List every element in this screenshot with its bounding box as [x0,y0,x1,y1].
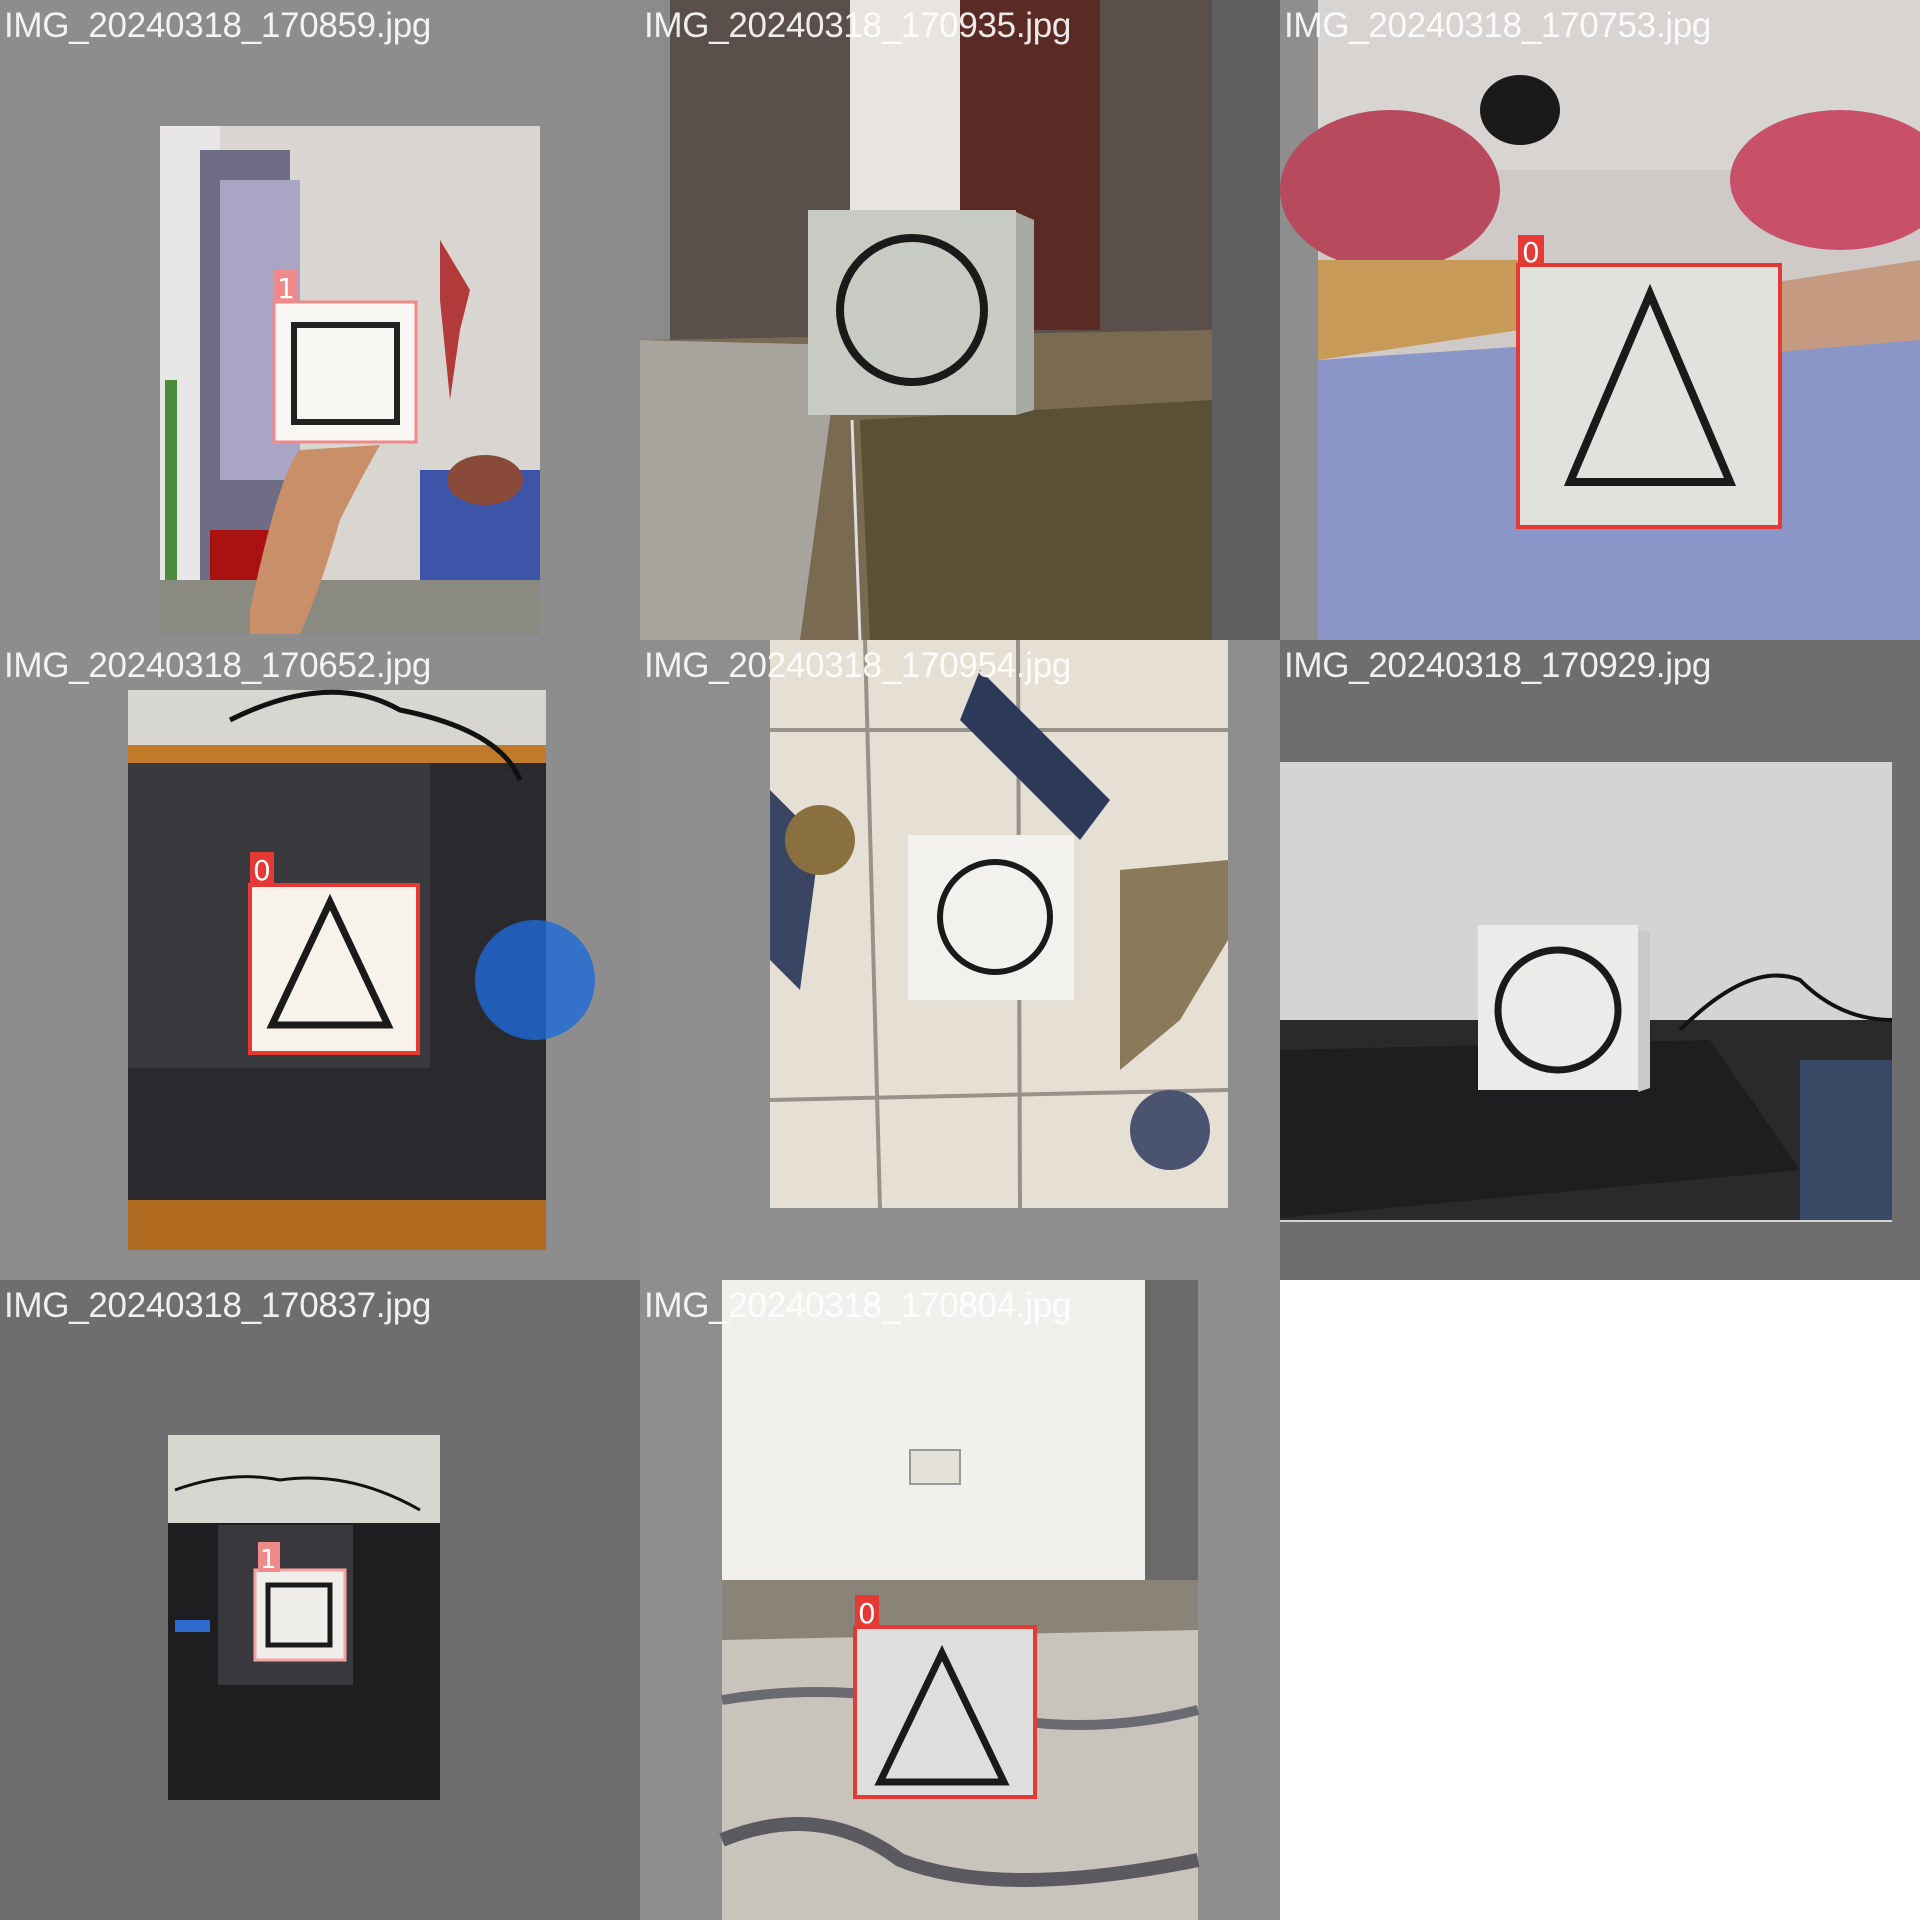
filename-label: IMG_20240318_170804.jpg [644,1286,1072,1325]
filename-label: IMG_20240318_170753.jpg [1284,6,1712,45]
photo-bed-triangle: 0 [1280,0,1920,640]
detection-label: 1 [277,272,295,305]
detection-label: 0 [1522,236,1540,269]
photo-table-circle [640,0,1212,640]
photo-room-hand-square: 1 [160,126,540,634]
photo-desk-triangle: 0 [128,689,595,1250]
filename-label: IMG_20240318_170652.jpg [4,646,432,685]
mosaic-tile: 1 IMG_20240318_170859.jpg [0,0,640,640]
empty-tile [1280,1280,1920,1920]
filename-label: IMG_20240318_170929.jpg [1284,646,1712,685]
mosaic-tile: IMG_20240318_170929.jpg [1280,640,1920,1280]
mosaic-tile: 0 IMG_20240318_170804.jpg [640,1280,1280,1920]
detection-label: 1 [260,1545,277,1575]
mosaic-tile: 1 IMG_20240318_170837.jpg [0,1280,640,1920]
photo-laptop-circle [1280,762,1893,1222]
filename-label: IMG_20240318_170837.jpg [4,1286,432,1325]
mosaic-tile: IMG_20240318_170954.jpg [640,640,1280,1280]
photo-wall-floor-triangle: 0 [719,1280,1200,1920]
detection-label: 0 [253,854,271,887]
photo-floor-circle [769,640,1229,1209]
mosaic-tile: 0 IMG_20240318_170753.jpg [1280,0,1920,640]
filename-label: IMG_20240318_170935.jpg [644,6,1072,45]
detection-label: 0 [858,1597,876,1630]
filename-label: IMG_20240318_170954.jpg [644,646,1072,685]
mosaic-tile: 0 IMG_20240318_170652.jpg [0,640,640,1280]
photo-desk-square: 1 [168,1435,440,1800]
filename-label: IMG_20240318_170859.jpg [4,6,432,45]
mosaic-tile: IMG_20240318_170935.jpg [640,0,1280,640]
